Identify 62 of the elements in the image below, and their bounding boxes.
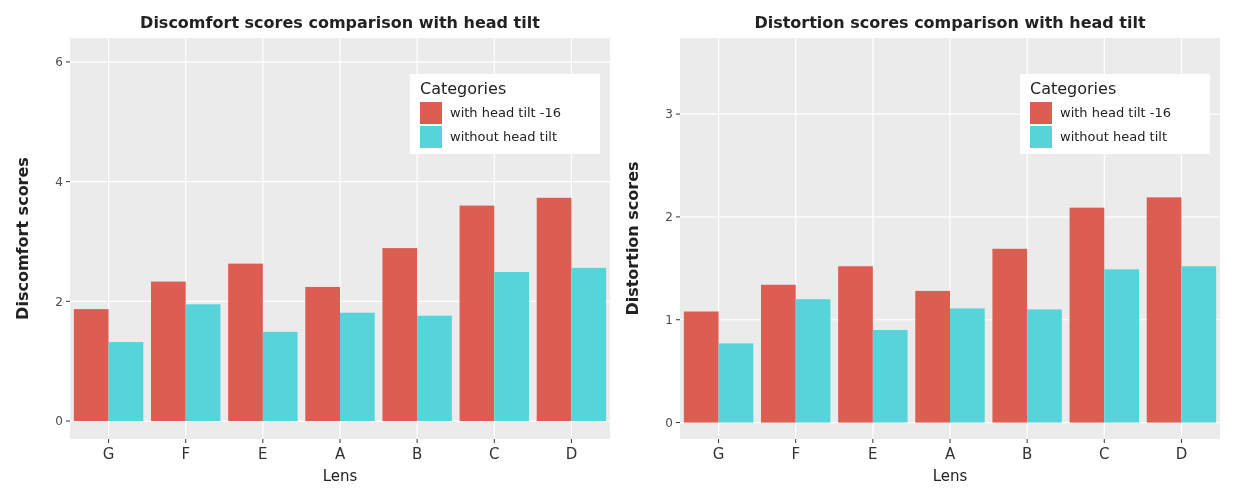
x-tick-label: C	[489, 445, 500, 463]
x-tick-label: G	[712, 445, 725, 463]
y-axis-title: Discomfort scores	[13, 157, 32, 320]
bar	[382, 248, 418, 422]
legend-label: with head tilt -16	[450, 105, 562, 120]
y-tick-label: 2	[665, 210, 673, 225]
legend-title: Categories	[1030, 79, 1117, 98]
bar	[838, 266, 873, 423]
bar	[262, 331, 298, 422]
bar	[151, 281, 186, 422]
bar	[1104, 269, 1139, 423]
bar	[1027, 309, 1062, 423]
bar	[950, 308, 985, 423]
bar	[417, 315, 452, 422]
bar	[340, 312, 375, 422]
bar	[795, 299, 831, 423]
x-tick-label: A	[334, 445, 346, 463]
bar	[305, 286, 340, 422]
chart-title: Distortion scores comparison with head tilt	[754, 13, 1146, 32]
legend-label: with head tilt -16	[1060, 105, 1172, 120]
bar	[571, 267, 607, 422]
bar	[1069, 207, 1105, 423]
y-axis-title: Distortion scores	[623, 161, 642, 316]
chart-title: Discomfort scores comparison with head tilt	[140, 13, 541, 32]
bar	[1181, 266, 1217, 423]
bar	[1146, 197, 1182, 423]
x-tick-label: E	[868, 445, 878, 463]
x-tick-label: A	[944, 445, 956, 463]
y-tick-label: 1	[665, 312, 673, 327]
x-tick-label: E	[258, 445, 268, 463]
bar	[73, 309, 109, 422]
y-tick-label: 0	[55, 414, 63, 429]
y-tick-label: 6	[55, 55, 63, 70]
bar	[915, 290, 950, 423]
y-tick-label: 0	[665, 415, 673, 430]
bar	[761, 284, 796, 423]
x-tick-label: D	[1175, 445, 1188, 463]
bar	[459, 205, 495, 422]
y-tick-label: 4	[55, 174, 63, 189]
x-tick-label: G	[102, 445, 115, 463]
x-tick-label: D	[565, 445, 578, 463]
x-tick-label: F	[181, 445, 191, 463]
bar	[536, 197, 572, 422]
bar	[494, 272, 529, 422]
bar	[872, 330, 908, 423]
x-axis-title: Lens	[932, 467, 968, 485]
y-tick-label: 2	[55, 294, 63, 309]
bar	[185, 304, 221, 422]
x-tick-label: B	[411, 445, 423, 463]
x-tick-label: C	[1099, 445, 1110, 463]
bar	[718, 343, 754, 423]
legend-label: without head tilt	[1060, 129, 1168, 144]
x-tick-label: F	[791, 445, 801, 463]
legend-label: without head tilt	[450, 129, 558, 144]
x-tick-label: B	[1021, 445, 1033, 463]
x-axis-title: Lens	[322, 467, 358, 485]
bar	[683, 311, 719, 423]
bar	[992, 248, 1028, 423]
bar	[228, 263, 263, 422]
y-tick-label: 3	[665, 107, 673, 122]
bar	[108, 342, 144, 422]
legend-title: Categories	[420, 79, 507, 98]
